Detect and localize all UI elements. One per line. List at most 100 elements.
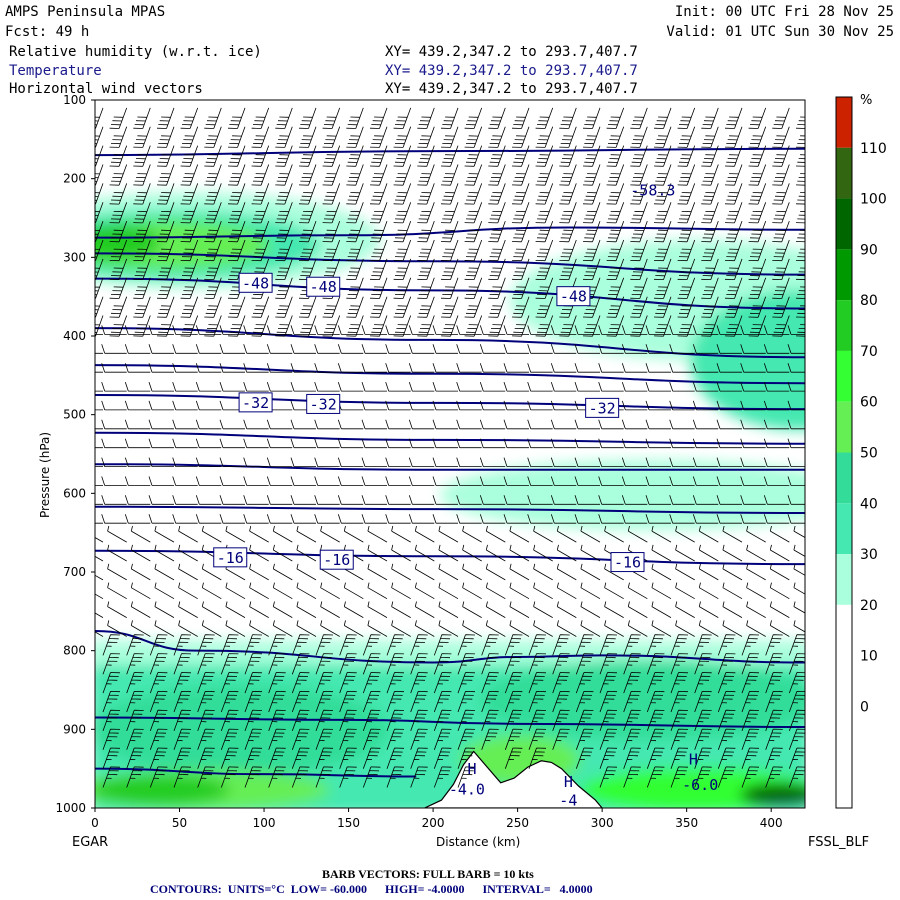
wind-barb xyxy=(227,202,246,224)
wind-barb xyxy=(722,620,743,637)
field-temperature-label: Temperature xyxy=(9,63,102,79)
wind-barb xyxy=(227,183,246,205)
wind-barb xyxy=(765,691,783,713)
wind-barb xyxy=(249,601,269,618)
wind-barb xyxy=(180,164,199,186)
wind-barb xyxy=(386,653,405,675)
wind-barb xyxy=(133,277,151,299)
colorbar-tick-label: 100 xyxy=(860,192,887,208)
init-time: Init: 00 UTC Fri 28 Nov 25 xyxy=(674,4,894,20)
wind-barb xyxy=(219,495,245,505)
wind-barb xyxy=(95,485,103,486)
wind-barb xyxy=(701,202,719,224)
wind-barb xyxy=(266,344,293,354)
wind-barb xyxy=(765,747,783,769)
wind-barb xyxy=(298,258,317,280)
wind-barb xyxy=(769,544,790,562)
wind-barb xyxy=(456,514,482,524)
wind-barb xyxy=(763,438,790,449)
wind-barb xyxy=(296,601,317,618)
wind-barb xyxy=(741,728,760,750)
wind-barb xyxy=(275,315,293,337)
wind-barb xyxy=(574,363,600,373)
colorbar-bin xyxy=(836,706,852,758)
wind-barb xyxy=(417,126,435,148)
wind-barb xyxy=(133,220,151,243)
x-tick-label: 250 xyxy=(506,816,529,830)
wind-barb xyxy=(645,438,671,449)
wind-barb xyxy=(528,634,547,656)
wind-barb xyxy=(367,544,388,562)
wind-barb xyxy=(225,582,246,600)
wind-barb xyxy=(204,315,222,337)
wind-barb xyxy=(124,476,151,486)
wind-barb xyxy=(456,363,482,373)
wind-barb xyxy=(479,438,506,449)
wind-barb xyxy=(621,419,648,430)
wind-barb xyxy=(393,183,412,205)
wind-barb xyxy=(788,728,805,750)
wind-barb xyxy=(511,220,530,243)
wind-barb xyxy=(95,277,104,299)
wind-barb xyxy=(337,495,364,505)
wind-barb xyxy=(646,691,665,713)
wind-barb xyxy=(249,544,269,562)
wind-barb xyxy=(701,107,719,129)
wind-barb xyxy=(606,126,625,148)
wind-barb xyxy=(149,709,168,732)
wind-barb xyxy=(692,400,719,411)
wind-barb xyxy=(598,495,624,505)
wind-barb xyxy=(126,709,144,732)
wind-barb xyxy=(623,747,641,769)
wind-barb xyxy=(414,601,435,618)
wind-barb xyxy=(408,457,435,467)
wind-barb xyxy=(669,381,695,392)
wind-barb xyxy=(322,220,341,243)
wind-barb xyxy=(393,220,412,243)
wind-barb xyxy=(244,691,263,713)
wind-barb xyxy=(621,457,648,467)
wind-barb xyxy=(393,202,412,224)
wind-barb xyxy=(204,126,222,148)
wind-barb xyxy=(748,220,767,243)
wind-barb xyxy=(173,709,192,732)
wind-barb xyxy=(149,766,168,788)
chart-title: AMPS Peninsula MPAS xyxy=(5,4,166,20)
wind-barb xyxy=(630,107,648,129)
wind-barb xyxy=(298,220,317,243)
wind-barb xyxy=(722,563,743,581)
wind-barb xyxy=(716,514,742,524)
wind-barb xyxy=(457,691,476,713)
wind-barb xyxy=(148,476,174,486)
x-tick-label: 200 xyxy=(422,816,445,830)
wind-barb xyxy=(408,419,435,430)
wind-barb xyxy=(219,325,245,335)
wind-barb xyxy=(133,258,151,280)
wind-barb xyxy=(716,381,742,392)
wind-barb xyxy=(367,563,388,581)
humidity-field xyxy=(95,192,805,808)
wind-barb xyxy=(552,672,570,694)
wind-barb xyxy=(574,457,600,467)
wind-barb xyxy=(95,593,104,600)
wind-barb xyxy=(701,258,719,280)
wind-barb xyxy=(291,634,310,656)
wind-barb xyxy=(337,476,364,486)
wind-barb xyxy=(251,164,270,186)
wind-barb xyxy=(503,325,529,335)
wind-barb xyxy=(180,315,199,337)
wind-barb xyxy=(740,419,766,430)
wind-barb xyxy=(748,277,767,299)
wind-barb xyxy=(95,107,104,129)
wind-barb xyxy=(337,363,364,373)
extremum-label: -4 xyxy=(559,792,577,810)
wind-barb xyxy=(346,315,364,337)
wind-barb xyxy=(361,400,387,411)
wind-barb xyxy=(440,258,459,280)
isotherm-line xyxy=(95,767,417,778)
wind-barb xyxy=(337,344,364,354)
wind-barb xyxy=(504,634,523,656)
wind-barb xyxy=(724,258,743,280)
wind-barb xyxy=(765,672,783,694)
